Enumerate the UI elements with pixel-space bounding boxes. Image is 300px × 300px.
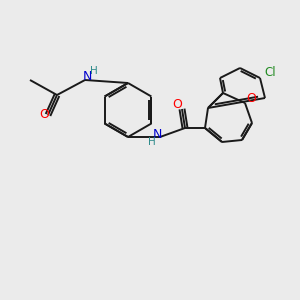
Text: Cl: Cl — [264, 67, 276, 80]
Text: N: N — [152, 128, 162, 142]
Text: O: O — [246, 92, 256, 106]
Text: O: O — [39, 109, 49, 122]
Text: H: H — [148, 137, 156, 147]
Text: H: H — [90, 66, 98, 76]
Text: N: N — [82, 70, 92, 83]
Text: O: O — [172, 98, 182, 112]
